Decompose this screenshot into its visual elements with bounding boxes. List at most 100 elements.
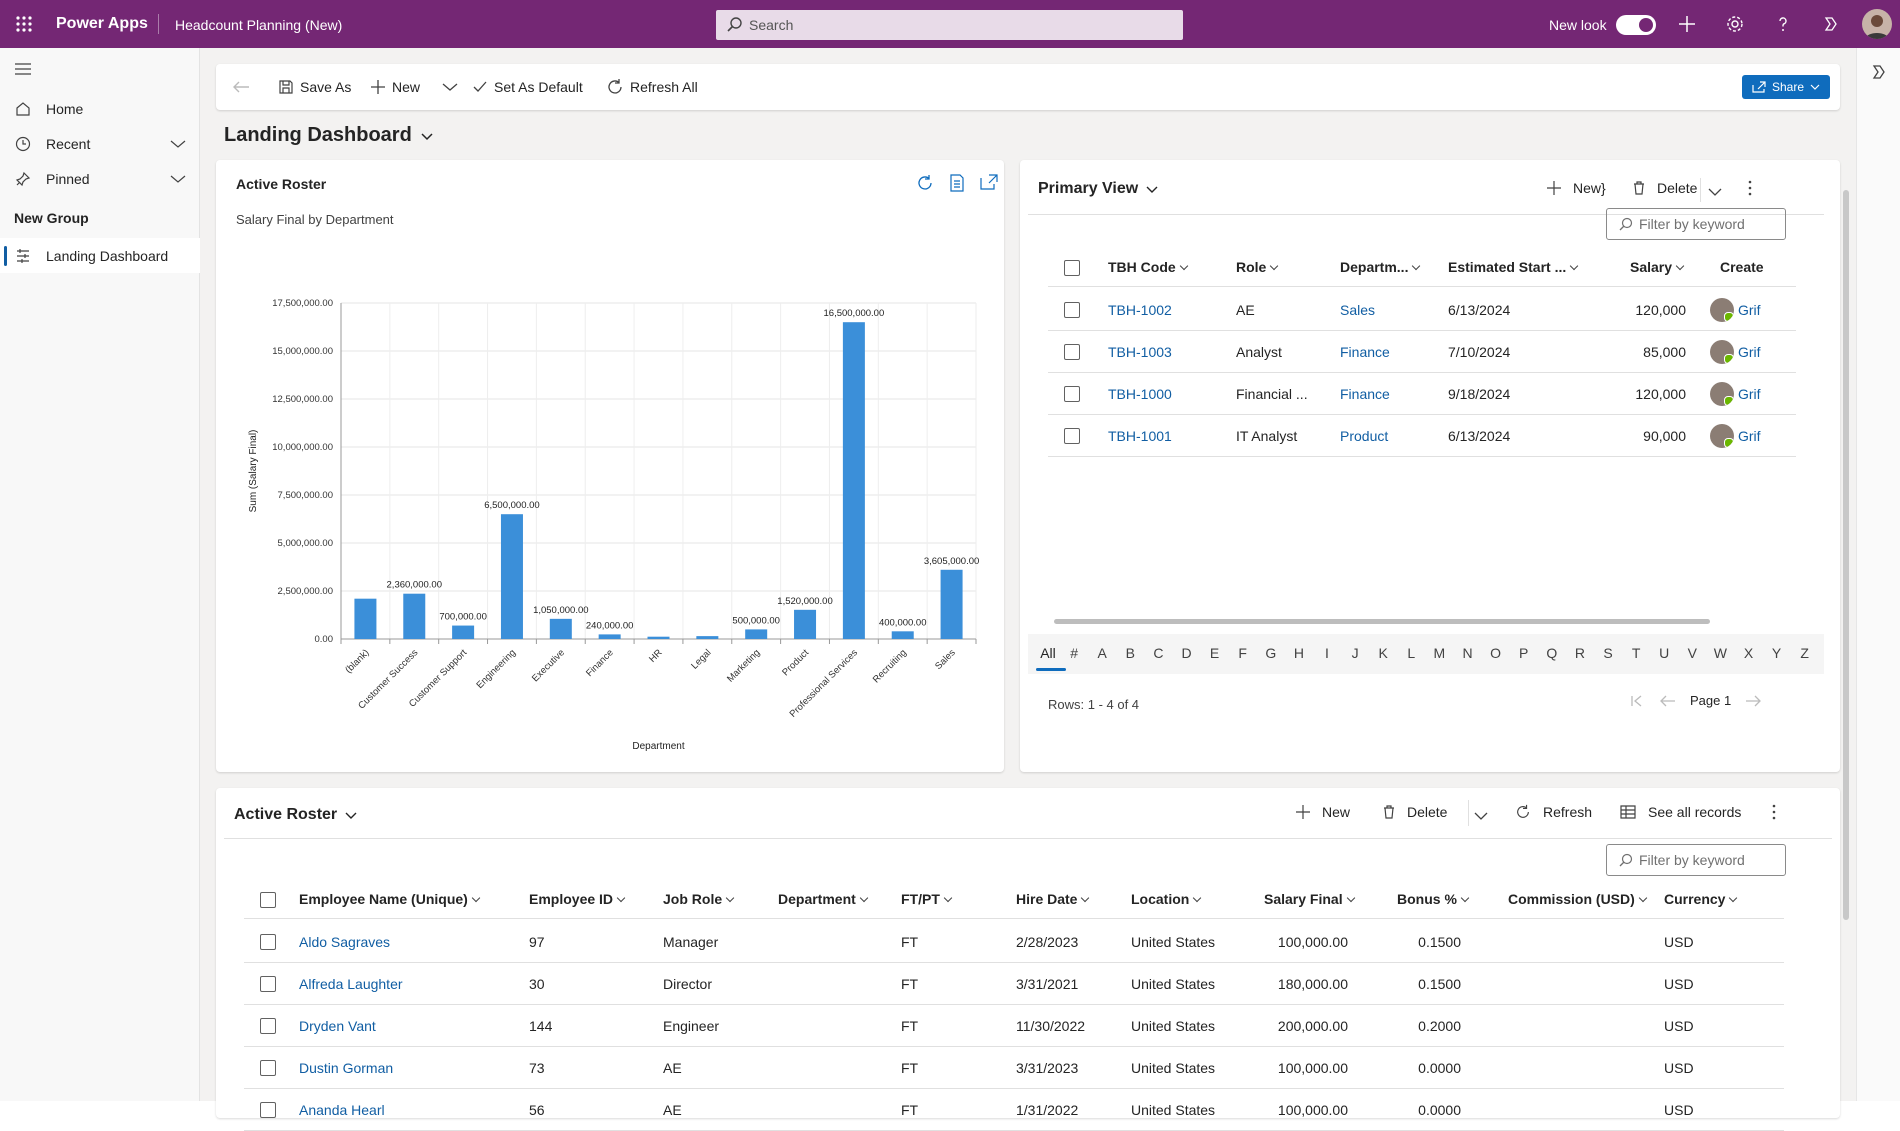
employee-name-link[interactable]: Ananda Hearl (299, 1102, 385, 1118)
jump-letter[interactable]: O (1490, 645, 1502, 661)
search-box[interactable]: Search (716, 10, 1183, 40)
expand-chart-icon[interactable] (980, 174, 998, 193)
gear-icon[interactable] (1723, 12, 1747, 36)
copilot-icon[interactable] (1819, 12, 1843, 36)
refresh-all-button[interactable]: Refresh All (606, 64, 698, 110)
row-checkbox[interactable] (1064, 302, 1080, 318)
more-options-icon[interactable] (1772, 804, 1776, 823)
tbh-code-link[interactable]: TBH-1000 (1108, 386, 1172, 402)
sidebar-item-home[interactable]: Home (0, 91, 200, 126)
filter-input[interactable]: Filter by keyword (1606, 208, 1786, 240)
column-header[interactable]: Commission (USD) (1508, 891, 1646, 907)
jump-letter[interactable]: Q (1546, 645, 1558, 661)
delete-button[interactable]: Delete (1383, 804, 1447, 820)
help-icon[interactable] (1771, 12, 1795, 36)
jump-letter[interactable]: G (1265, 645, 1277, 661)
jump-letter[interactable]: L (1407, 645, 1416, 661)
column-header[interactable]: Location (1131, 891, 1200, 907)
jump-letter[interactable]: E (1209, 645, 1220, 661)
bar[interactable] (940, 569, 963, 639)
jump-letter[interactable]: All (1036, 645, 1066, 671)
bar[interactable] (842, 322, 865, 639)
jump-letter[interactable]: C (1153, 645, 1164, 661)
creator-link[interactable]: Grif (1738, 344, 1761, 360)
sidebar-item-recent[interactable]: Recent (0, 126, 200, 161)
chevron-down-icon[interactable] (170, 171, 186, 187)
bar[interactable] (794, 609, 817, 639)
bar[interactable] (647, 636, 670, 639)
jump-letter[interactable]: Z (1800, 645, 1809, 661)
column-header[interactable]: Currency (1664, 891, 1736, 907)
row-checkbox[interactable] (1064, 344, 1080, 360)
new-record-button[interactable]: New } (1547, 180, 1606, 196)
jump-letter[interactable]: I (1325, 645, 1329, 661)
column-header[interactable]: Estimated Start ... (1448, 259, 1577, 275)
jump-letter[interactable]: M (1433, 645, 1446, 661)
row-checkbox[interactable] (260, 1102, 276, 1118)
page-name[interactable]: Headcount Planning (New) (175, 17, 343, 33)
department-link[interactable]: Product (1340, 428, 1389, 444)
sidebar-item-landing-dashboard[interactable]: Landing Dashboard (0, 238, 200, 273)
column-header[interactable]: Salary Final (1264, 891, 1354, 907)
refresh-chart-icon[interactable] (916, 174, 934, 195)
jump-letter[interactable]: W (1713, 645, 1727, 661)
more-options-icon[interactable] (1748, 180, 1752, 199)
bar[interactable] (452, 625, 475, 639)
jump-letter[interactable]: B (1125, 645, 1135, 661)
chevron-down-icon[interactable] (170, 136, 186, 152)
delete-button[interactable]: Delete (1633, 180, 1697, 196)
column-header[interactable]: Create (1720, 259, 1764, 275)
jump-letter[interactable]: T (1631, 645, 1641, 661)
employee-name-link[interactable]: Aldo Sagraves (299, 934, 391, 950)
column-header[interactable]: Employee ID (529, 891, 624, 907)
column-header[interactable]: Role (1236, 259, 1277, 275)
back-button[interactable] (232, 64, 256, 110)
plus-icon[interactable] (1675, 12, 1699, 36)
select-all-checkbox[interactable] (1064, 260, 1080, 276)
scrollbar[interactable] (1843, 190, 1849, 920)
bar[interactable] (354, 598, 377, 639)
jump-letter[interactable]: # (1070, 645, 1078, 661)
column-header[interactable]: Bonus % (1397, 891, 1468, 907)
jump-letter[interactable]: N (1462, 645, 1473, 661)
employee-name-link[interactable]: Alfreda Laughter (299, 976, 403, 992)
jump-letter[interactable]: F (1238, 645, 1247, 661)
previous-page-icon[interactable] (1660, 695, 1676, 707)
see-all-records-button[interactable]: See all records (1620, 804, 1741, 820)
department-link[interactable]: Finance (1340, 344, 1390, 360)
set-as-default-button[interactable]: Set As Default (472, 64, 583, 110)
hamburger-icon[interactable] (14, 62, 32, 79)
column-header[interactable]: Salary (1630, 259, 1683, 275)
new-look-toggle[interactable] (1616, 15, 1656, 35)
jump-letter[interactable]: R (1574, 645, 1585, 661)
first-page-icon[interactable] (1630, 695, 1644, 707)
view-records-icon[interactable] (949, 174, 965, 195)
creator-link[interactable]: Grif (1738, 428, 1761, 444)
row-checkbox[interactable] (260, 976, 276, 992)
jump-letter[interactable]: U (1659, 645, 1670, 661)
bar[interactable] (500, 514, 523, 639)
jump-letter[interactable]: A (1097, 645, 1107, 661)
new-dropdown-button[interactable] (442, 64, 464, 110)
row-checkbox[interactable] (260, 934, 276, 950)
select-all-checkbox[interactable] (260, 892, 276, 908)
column-header[interactable]: FT/PT (901, 891, 951, 907)
new-button[interactable]: New (370, 64, 420, 110)
column-header[interactable]: Employee Name (Unique) (299, 891, 479, 907)
creator-link[interactable]: Grif (1738, 302, 1761, 318)
app-name[interactable]: Power Apps (56, 15, 148, 32)
jump-letter[interactable]: S (1603, 645, 1613, 661)
copilot-icon[interactable] (1870, 63, 1888, 84)
jump-letter[interactable]: Y (1771, 645, 1782, 661)
bar[interactable] (403, 593, 426, 639)
jump-letter[interactable]: H (1293, 645, 1304, 661)
department-link[interactable]: Sales (1340, 302, 1376, 318)
tbh-code-link[interactable]: TBH-1003 (1108, 344, 1172, 360)
save-as-button[interactable]: Save As (278, 64, 351, 110)
row-checkbox[interactable] (1064, 386, 1080, 402)
refresh-button[interactable]: Refresh (1515, 804, 1592, 820)
employee-name-link[interactable]: Dryden Vant (299, 1018, 376, 1034)
row-checkbox[interactable] (260, 1018, 276, 1034)
tbh-code-link[interactable]: TBH-1001 (1108, 428, 1172, 444)
column-header[interactable]: Hire Date (1016, 891, 1088, 907)
